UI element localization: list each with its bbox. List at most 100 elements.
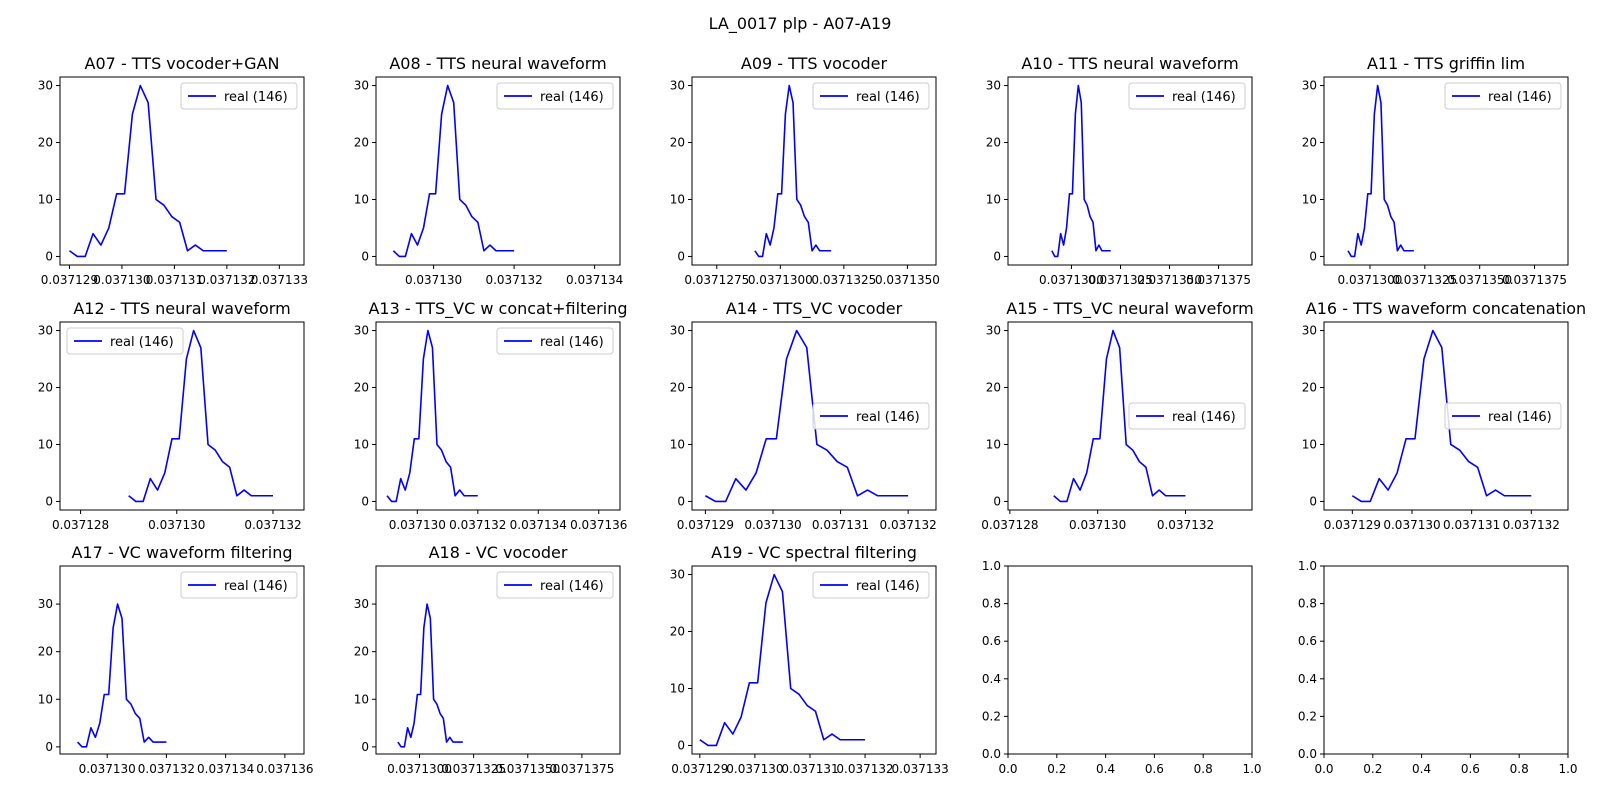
subplot-title: A12 - TTS neural waveform [73, 299, 290, 318]
legend-label: real (146) [1488, 90, 1552, 105]
legend-box [812, 82, 930, 110]
subplot-title: A11 - TTS griffin lim [1367, 54, 1525, 73]
y-tick-label: 20 [1302, 381, 1317, 395]
y-tick-label: 10 [354, 437, 369, 451]
legend-box [1444, 402, 1562, 430]
legend-box [66, 327, 184, 355]
series-line [754, 84, 832, 258]
subplot-panel-13: 0 10 20 30 0.0371290.0371300.0371310.0371320… [670, 543, 949, 776]
legend: real (146) [1128, 402, 1246, 430]
x-tick-label: 0.0371325 [1088, 273, 1153, 287]
y-tick-label: 20 [38, 381, 53, 395]
subplot-panel-10: 0 10 20 30 0.037129 0.037130 0.037131 0.037132 A… [1302, 299, 1586, 532]
x-tick-label: 0.4 [1412, 762, 1431, 776]
axes-frame [59, 76, 305, 266]
legend: real (146) [1444, 402, 1562, 430]
x-tick-label: 0.037132 [449, 518, 506, 532]
series-line [1051, 84, 1111, 258]
legend-label: real (146) [1488, 410, 1552, 425]
legend-box [1128, 82, 1246, 110]
subplot-title: A19 - VC spectral filtering [711, 543, 917, 562]
subplot-title: A15 - TTS_VC neural waveform [1006, 299, 1253, 319]
x-tick-label: 0.0371300 [748, 273, 813, 287]
y-tick-label: 20 [354, 136, 369, 150]
x-tick-label: 0.0371350 [495, 762, 560, 776]
y-tick-label: 20 [670, 136, 685, 150]
series-line [704, 329, 909, 503]
subplot-panel-7: 0 10 20 30 0.037130 0.037132 0.037134 0.037136 A… [354, 299, 628, 532]
y-tick-label: 10 [670, 681, 685, 695]
y-tick-label: 0.0 [982, 747, 1001, 761]
x-tick-label: 0.037129 [1324, 518, 1381, 532]
axes-frame [59, 321, 305, 511]
legend: real (146) [1128, 82, 1246, 110]
x-tick-label: 0.4 [1096, 762, 1115, 776]
x-tick-label: 0.037129 [41, 273, 98, 287]
legend-box [812, 571, 930, 599]
legend-label: real (146) [856, 90, 920, 105]
x-tick-label: 0.0371350 [1137, 273, 1202, 287]
y-tick-label: 0.4 [1298, 672, 1317, 686]
subplot-panel-5: 0 10 20 30 0.03713000.03713250.03713500.0371… [1302, 54, 1569, 287]
x-tick-label: 0.037134 [566, 273, 623, 287]
y-tick-label: 0 [677, 249, 685, 263]
legend: real (146) [66, 327, 184, 355]
legend-label: real (146) [224, 90, 288, 105]
subplot-title: A09 - TTS vocoder [741, 54, 888, 73]
legend: real (146) [496, 571, 614, 599]
x-tick-label: 0.037130 [1069, 518, 1126, 532]
y-tick-label: 30 [38, 597, 53, 611]
subplot-title: A18 - VC vocoder [429, 543, 568, 562]
subplot-panel-9: 0 10 20 30 0.037128 0.037130 0.037132 A15 - TTS… [981, 299, 1253, 532]
y-tick-label: 0 [45, 740, 53, 754]
y-tick-label: 10 [38, 437, 53, 451]
y-tick-label: 30 [1302, 324, 1317, 338]
legend: real (146) [1444, 82, 1562, 110]
legend-label: real (146) [110, 335, 174, 350]
x-tick-label: 0.8 [1194, 762, 1213, 776]
y-tick-label: 0 [677, 494, 685, 508]
x-tick-label: 0.037132 [138, 762, 195, 776]
x-tick-label: 0.037130 [79, 762, 136, 776]
x-tick-label: 0.037131 [146, 273, 203, 287]
y-tick-label: 10 [670, 437, 685, 451]
axes-frame [1007, 321, 1253, 511]
x-tick-label: 0.037129 [677, 518, 734, 532]
y-tick-label: 30 [354, 324, 369, 338]
x-tick-label: 0.037132 [1157, 518, 1214, 532]
y-tick-label: 20 [354, 381, 369, 395]
x-tick-label: 0.037132 [244, 518, 301, 532]
x-tick-label: 0.037136 [256, 762, 313, 776]
axes-frame [1323, 321, 1569, 511]
series-line [392, 84, 515, 258]
x-tick-label: 0.037130 [405, 273, 462, 287]
y-tick-label: 10 [1302, 192, 1317, 206]
legend: real (146) [180, 571, 298, 599]
subplot-title: A08 - TTS neural waveform [389, 54, 606, 73]
y-tick-label: 10 [38, 192, 53, 206]
axes-frame [59, 565, 305, 755]
subplot-title: A16 - TTS waveform concatenation [1306, 299, 1586, 318]
y-tick-label: 0 [1309, 494, 1317, 508]
x-tick-label: 0.037132 [485, 273, 542, 287]
subplot-panel-6: 0 10 20 30 0.037128 0.037130 0.037132 A12 - TTS… [38, 299, 305, 532]
series-line [77, 603, 167, 748]
figure-suptitle: LA_0017 plp - A07-A19 [709, 14, 892, 34]
legend: real (146) [812, 82, 930, 110]
legend-box [496, 82, 614, 110]
y-tick-label: 30 [354, 597, 369, 611]
y-tick-label: 0.8 [1298, 597, 1317, 611]
y-tick-label: 0 [45, 494, 53, 508]
series-line [128, 329, 273, 503]
subplot-panel-12: 0 10 20 30 0.03713000.03713250.03713500.0371… [354, 543, 621, 776]
subplot-panel-11: 0 10 20 30 0.037130 0.037132 0.037134 0.037136 A… [38, 543, 314, 776]
y-tick-label: 30 [986, 324, 1001, 338]
y-tick-label: 0 [361, 740, 369, 754]
x-tick-label: 0.2 [1363, 762, 1382, 776]
y-tick-label: 10 [354, 192, 369, 206]
y-tick-label: 0.6 [982, 634, 1001, 648]
x-tick-label: 0.0371375 [549, 762, 614, 776]
legend-label: real (146) [1172, 90, 1236, 105]
x-tick-label: 0.037133 [251, 273, 308, 287]
